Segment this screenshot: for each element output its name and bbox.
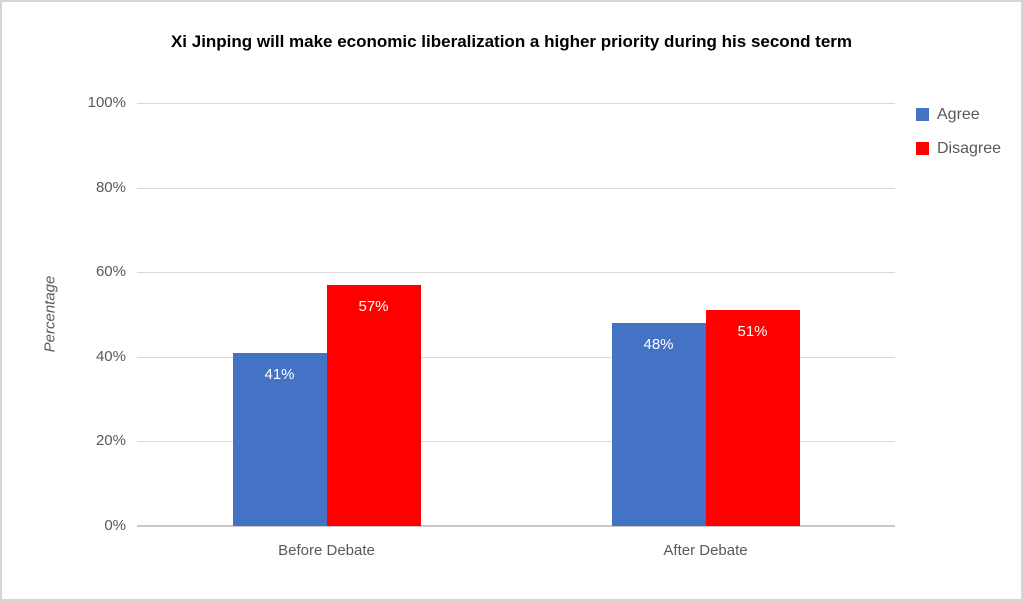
chart-title-text: Xi Jinping will make economic liberaliza… — [170, 32, 853, 51]
x-axis-label-0: Before Debate — [278, 542, 375, 559]
bar-agree-1 — [611, 322, 706, 526]
y-tick-label-100: 100% — [87, 94, 126, 111]
gridline-60 — [137, 272, 895, 274]
legend-swatch-disagree — [916, 142, 929, 155]
x-axis-label-1: After Debate — [663, 542, 748, 559]
y-axis-title: Percentage — [41, 275, 59, 353]
gridline-100 — [137, 103, 895, 104]
bar-disagree-1 — [705, 310, 800, 526]
data-label-agree-0: 41% — [264, 365, 295, 383]
y-tick-label-20: 20% — [95, 432, 126, 450]
legend-item-disagree: Disagree — [916, 139, 1001, 158]
legend-swatch-agree — [916, 108, 929, 121]
legend-label-disagree: Disagree — [937, 140, 1002, 157]
bar-agree-0 — [232, 352, 327, 526]
gridline-40 — [137, 356, 895, 358]
y-tick-label-0: 0% — [104, 517, 126, 534]
data-label-disagree-1: 51% — [737, 323, 768, 341]
legend: Agree Disagree — [916, 105, 1001, 173]
data-label-disagree-0: 57% — [358, 297, 389, 315]
legend-label-agree: Agree — [937, 106, 980, 123]
chart-title: Xi Jinping will make economic liberaliza… — [2, 26, 1021, 58]
y-tick-label-40: 40% — [95, 347, 126, 365]
y-tick-label-60: 60% — [95, 263, 126, 281]
data-label-agree-1: 48% — [643, 335, 674, 353]
legend-item-agree: Agree — [916, 105, 1001, 124]
y-tick-label-80: 80% — [95, 178, 126, 196]
plot-area: 41% 57% 48% 51% — [137, 103, 895, 527]
bar-disagree-0 — [326, 284, 421, 526]
gridline-80 — [137, 187, 895, 189]
x-axis-line — [137, 525, 895, 527]
gridline-20 — [137, 441, 895, 443]
